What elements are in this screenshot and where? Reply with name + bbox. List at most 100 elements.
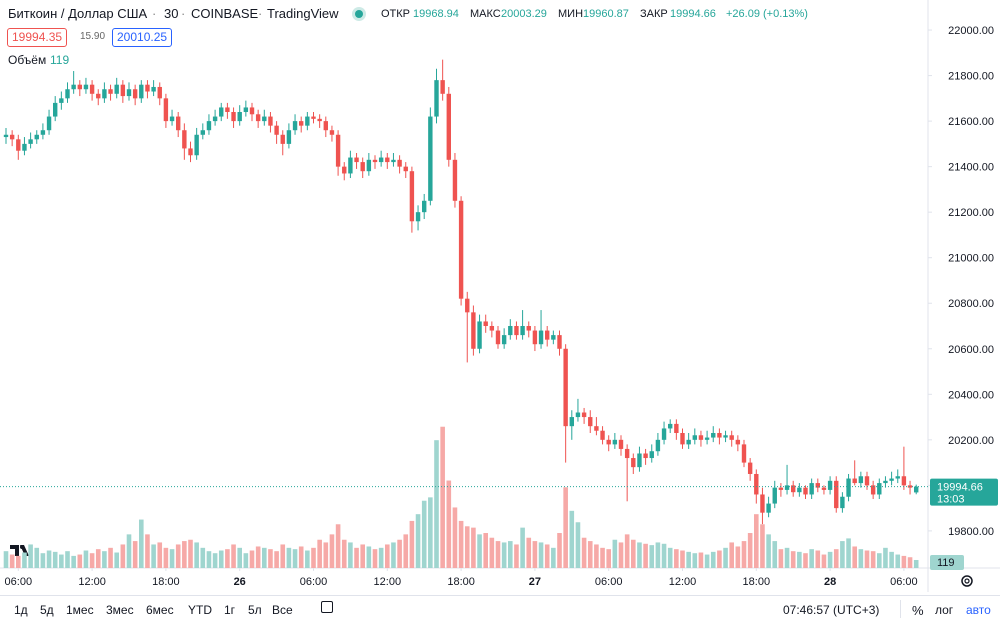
volume-bar (784, 547, 790, 568)
candle-body (870, 485, 876, 495)
candle-body (243, 107, 249, 113)
volume-bar (877, 553, 882, 568)
candle-body (274, 125, 279, 135)
volume-bar (225, 549, 230, 568)
range-button[interactable]: 5д (40, 603, 54, 617)
x-tick-label: 06:00 (890, 576, 918, 588)
volume-bar (883, 547, 888, 568)
y-tick-label: 19800.00 (948, 526, 994, 538)
open-value: 19968.94 (413, 8, 459, 20)
candle-body (403, 166, 408, 172)
volume-bar (126, 534, 132, 568)
percent-toggle[interactable]: % (912, 603, 924, 618)
volume-bar (200, 547, 206, 568)
range-button[interactable]: 1мес (66, 603, 94, 617)
spread: 15.90 (80, 31, 106, 42)
volume-bar (557, 533, 562, 568)
volume-bar (108, 547, 113, 568)
volume-bar (34, 547, 40, 568)
candle-body (53, 102, 58, 117)
volume-bar (360, 544, 365, 568)
candle-body (409, 171, 415, 222)
candle-body (428, 116, 433, 201)
volume-bar (575, 522, 581, 568)
candle-body (299, 121, 304, 126)
volume-bar (348, 542, 353, 568)
candle-body (538, 330, 544, 345)
buy-price[interactable]: 20010.25 (112, 28, 173, 47)
volume-bar (421, 500, 427, 568)
candle-body (65, 89, 70, 99)
candle-body (532, 330, 538, 345)
range-button[interactable]: 6мес (146, 603, 174, 617)
volume-bar (354, 547, 359, 568)
candle-body (317, 118, 322, 122)
volume-bar (52, 551, 58, 568)
candle-body (907, 485, 913, 488)
y-tick-label: 20800.00 (948, 298, 994, 310)
auto-toggle[interactable]: авто (966, 603, 991, 617)
candle-body (889, 478, 894, 481)
candle-body (606, 439, 611, 445)
volume-bar (587, 541, 593, 568)
candle-body (858, 476, 864, 484)
sell-price[interactable]: 19994.35 (7, 28, 68, 47)
volume-bar (83, 550, 89, 568)
volume-bar (692, 553, 698, 568)
candle-body (182, 130, 187, 149)
candle-body (864, 476, 870, 486)
candle-body (661, 428, 667, 440)
y-tick-label: 21000.00 (948, 253, 994, 265)
volume-bar (65, 551, 70, 568)
range-button[interactable]: 1г (224, 603, 236, 617)
settings-icon[interactable] (961, 575, 973, 587)
range-button[interactable]: YTD (188, 603, 212, 617)
candle-body (784, 485, 790, 490)
volume-bar (305, 550, 310, 568)
candle-body (360, 162, 365, 172)
range-button[interactable]: 5л (248, 603, 262, 617)
toolbar-border (0, 595, 1000, 596)
volume-bar (600, 547, 605, 568)
volume-bar (581, 537, 587, 568)
market-status[interactable] (355, 10, 363, 18)
candle-body (563, 348, 568, 427)
volume-bar (649, 545, 655, 568)
volume-bar (157, 542, 163, 568)
candle-body (323, 121, 328, 131)
volume-bar (102, 551, 107, 568)
candle-body (895, 476, 900, 479)
x-tick-label: 06:00 (5, 576, 33, 588)
range-button[interactable]: 3мес (106, 603, 134, 617)
volume-bar (569, 510, 575, 568)
candle-body (649, 451, 654, 459)
candle-body (348, 157, 353, 174)
low-label: МИН (558, 8, 584, 20)
volume-bar (458, 520, 464, 568)
candle-body (219, 107, 224, 117)
clock: 07:46:57 (UTC+3) (783, 603, 880, 617)
last-price-tag (930, 478, 998, 506)
low-value: 19960.87 (583, 8, 629, 20)
candle-body (139, 84, 144, 99)
volume-bar (514, 544, 519, 568)
candle-body (803, 487, 808, 495)
volume-bar (163, 547, 169, 568)
range-button[interactable]: 1д (14, 603, 28, 617)
volume-bar (889, 551, 894, 568)
candle-body (698, 435, 704, 440)
candle-body (89, 84, 95, 94)
volume-bar (735, 546, 741, 568)
volume-bar (46, 550, 52, 568)
volume-bar (526, 537, 532, 568)
candle-body (378, 157, 384, 163)
candle-body (194, 134, 199, 156)
y-tick-label: 21400.00 (948, 162, 994, 174)
volume-bar (22, 552, 27, 568)
range-button[interactable]: Все (272, 603, 293, 617)
candle-body (145, 84, 150, 92)
volume-bar (717, 550, 722, 568)
goto-date-icon[interactable] (321, 601, 333, 613)
log-toggle[interactable]: лог (935, 603, 954, 617)
volume-bar (667, 547, 673, 568)
